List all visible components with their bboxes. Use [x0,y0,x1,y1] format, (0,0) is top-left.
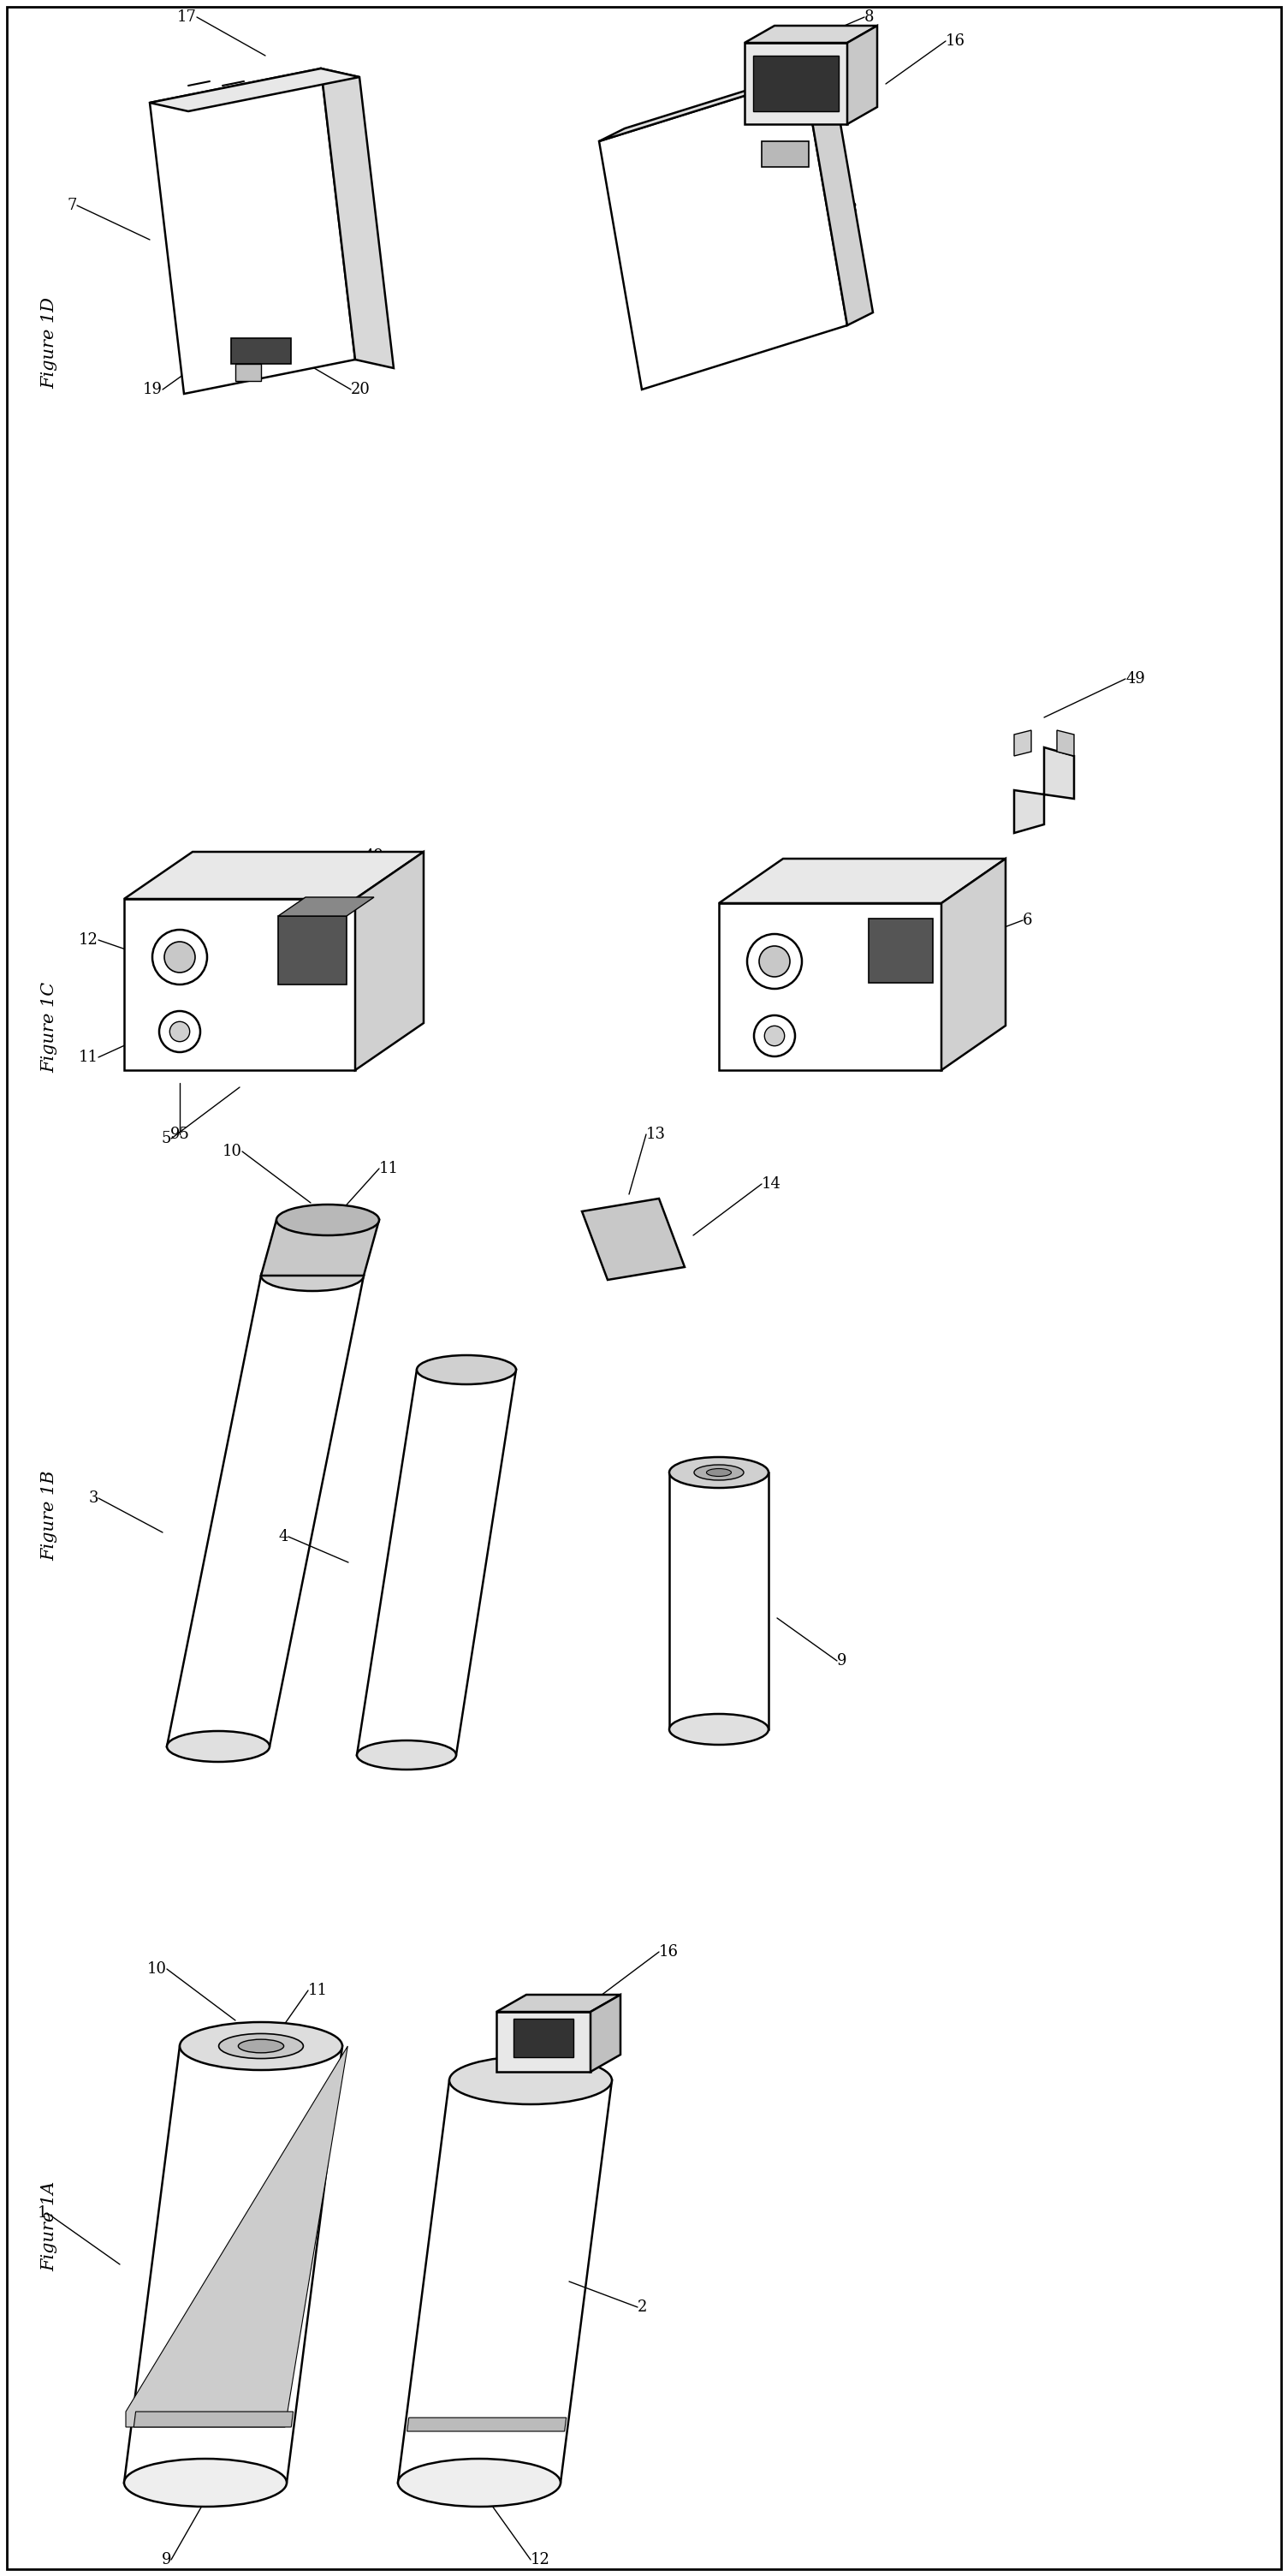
Text: 11: 11 [308,1984,327,1999]
Polygon shape [357,1370,516,1754]
Polygon shape [719,904,942,1069]
Ellipse shape [165,943,194,974]
Ellipse shape [357,1741,456,1770]
Ellipse shape [261,1260,363,1291]
Polygon shape [149,70,359,111]
Text: 5: 5 [161,1131,171,1146]
Ellipse shape [753,1015,795,1056]
Polygon shape [149,70,355,394]
Text: 9: 9 [837,1654,846,1669]
Ellipse shape [170,1023,189,1041]
Text: 20: 20 [350,381,371,397]
Text: Figure 1B: Figure 1B [41,1471,58,1561]
Ellipse shape [180,2022,343,2071]
Text: 49: 49 [1126,672,1145,688]
Text: 49: 49 [363,848,384,863]
Polygon shape [753,57,838,111]
Polygon shape [355,853,424,1069]
Ellipse shape [277,1206,379,1236]
Polygon shape [868,920,933,984]
Polygon shape [719,858,1006,904]
Text: 10: 10 [147,1960,167,1976]
Polygon shape [496,1994,621,2012]
Polygon shape [124,853,424,899]
Ellipse shape [694,1466,743,1481]
Text: 10: 10 [223,1144,242,1159]
Text: 1: 1 [37,2205,48,2221]
Text: Figure 1A: Figure 1A [41,2182,58,2272]
Polygon shape [599,64,831,142]
Ellipse shape [765,1025,784,1046]
Ellipse shape [219,2032,303,2058]
Polygon shape [582,1198,685,1280]
Polygon shape [236,363,261,381]
Text: 11: 11 [379,1162,399,1177]
Text: 18: 18 [838,201,858,216]
Ellipse shape [398,2458,560,2506]
Ellipse shape [759,945,790,976]
Text: 95: 95 [170,1126,189,1141]
Text: 14: 14 [761,1177,782,1193]
Polygon shape [514,2020,573,2058]
Text: 2: 2 [638,2300,648,2316]
Text: Figure 1C: Figure 1C [41,981,58,1072]
Text: Figure 1D: Figure 1D [41,296,58,389]
Polygon shape [670,1473,769,1728]
Text: 17: 17 [178,10,197,26]
Text: 19: 19 [143,381,162,397]
Ellipse shape [152,930,207,984]
Polygon shape [124,899,355,1069]
Ellipse shape [417,1355,516,1383]
Ellipse shape [160,1010,200,1051]
Polygon shape [590,1994,621,2071]
Polygon shape [167,1275,363,1747]
Text: 16: 16 [945,33,966,49]
Polygon shape [761,142,809,167]
Polygon shape [321,70,394,368]
Ellipse shape [124,2458,287,2506]
Ellipse shape [238,2040,283,2053]
Polygon shape [231,337,291,363]
Polygon shape [744,44,848,124]
Polygon shape [942,858,1006,1069]
Polygon shape [1014,747,1074,832]
Ellipse shape [747,935,802,989]
Text: 3: 3 [89,1492,98,1507]
Polygon shape [278,896,374,917]
Text: 6: 6 [1023,912,1033,927]
Text: 8: 8 [864,10,875,26]
Ellipse shape [707,1468,732,1476]
Polygon shape [278,917,346,984]
Ellipse shape [670,1713,769,1744]
Polygon shape [1014,729,1032,755]
Polygon shape [744,26,877,44]
Text: 9: 9 [161,2553,171,2568]
Polygon shape [407,2419,567,2432]
Ellipse shape [167,1731,269,1762]
Text: 12: 12 [531,2553,550,2568]
Polygon shape [496,2012,590,2071]
Polygon shape [124,2045,343,2483]
Polygon shape [126,2045,348,2427]
Text: 12: 12 [79,933,98,948]
Text: 13: 13 [647,1126,666,1141]
Polygon shape [1057,729,1074,755]
Polygon shape [805,64,873,325]
Ellipse shape [450,2056,612,2105]
Text: 4: 4 [278,1530,289,1546]
Polygon shape [398,2081,612,2483]
Polygon shape [848,26,877,124]
Text: 16: 16 [659,1945,679,1960]
Polygon shape [599,77,848,389]
Text: 11: 11 [79,1048,98,1064]
Polygon shape [134,2411,294,2427]
Text: 7: 7 [67,198,77,214]
Polygon shape [261,1221,379,1275]
Ellipse shape [670,1458,769,1489]
